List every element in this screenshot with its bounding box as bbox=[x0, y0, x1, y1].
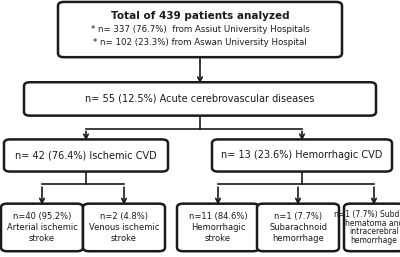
FancyBboxPatch shape bbox=[344, 204, 400, 251]
Text: Total of 439 patients analyzed: Total of 439 patients analyzed bbox=[111, 11, 289, 21]
FancyBboxPatch shape bbox=[24, 82, 376, 116]
Text: n= 55 (12.5%) Acute cerebrovascular diseases: n= 55 (12.5%) Acute cerebrovascular dise… bbox=[85, 94, 315, 104]
Text: stroke: stroke bbox=[111, 234, 137, 243]
Text: hemorrhage: hemorrhage bbox=[272, 234, 324, 243]
Text: n= 42 (76.4%) Ischemic CVD: n= 42 (76.4%) Ischemic CVD bbox=[15, 151, 157, 160]
FancyBboxPatch shape bbox=[257, 204, 339, 251]
Text: Subarachnoid: Subarachnoid bbox=[269, 223, 327, 232]
FancyBboxPatch shape bbox=[212, 139, 392, 172]
Text: n= 13 (23.6%) Hemorrhagic CVD: n= 13 (23.6%) Hemorrhagic CVD bbox=[221, 151, 383, 160]
Text: stroke: stroke bbox=[205, 234, 231, 243]
Text: intracerebral: intracerebral bbox=[349, 227, 399, 236]
FancyBboxPatch shape bbox=[1, 204, 83, 251]
Text: stroke: stroke bbox=[29, 234, 55, 243]
Text: Venous ischemic: Venous ischemic bbox=[89, 223, 159, 232]
FancyBboxPatch shape bbox=[83, 204, 165, 251]
Text: n=2 (4.8%): n=2 (4.8%) bbox=[100, 212, 148, 221]
Text: n=1 (7.7%) Subdural: n=1 (7.7%) Subdural bbox=[334, 210, 400, 219]
FancyBboxPatch shape bbox=[177, 204, 259, 251]
Text: hemorrhage: hemorrhage bbox=[350, 236, 398, 245]
FancyBboxPatch shape bbox=[58, 2, 342, 57]
Text: n=1 (7.7%): n=1 (7.7%) bbox=[274, 212, 322, 221]
Text: Arterial ischemic: Arterial ischemic bbox=[6, 223, 78, 232]
Text: * n= 337 (76.7%)  from Assiut University Hospitals: * n= 337 (76.7%) from Assiut University … bbox=[90, 25, 310, 34]
Text: hematoma and: hematoma and bbox=[345, 219, 400, 228]
Text: * n= 102 (23.3%) from Aswan University Hospital: * n= 102 (23.3%) from Aswan University H… bbox=[93, 38, 307, 47]
Text: Hemorrhagic: Hemorrhagic bbox=[191, 223, 245, 232]
FancyBboxPatch shape bbox=[4, 139, 168, 172]
Text: n=11 (84.6%): n=11 (84.6%) bbox=[189, 212, 247, 221]
Text: n=40 (95.2%): n=40 (95.2%) bbox=[13, 212, 71, 221]
